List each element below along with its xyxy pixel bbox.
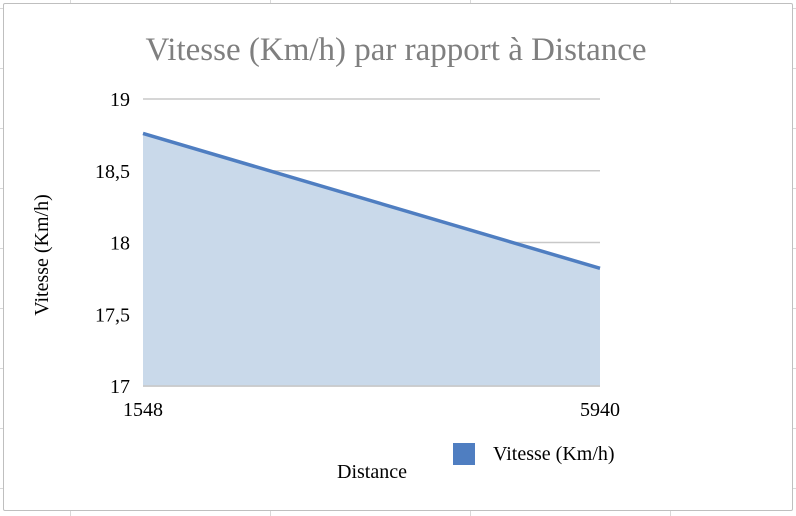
y-axis-ticks: 17 17,5 18 18,5 19: [95, 89, 130, 398]
series-area-fill: [143, 133, 600, 386]
legend-swatch: [453, 443, 475, 465]
x-tick-label: 1548: [123, 399, 163, 421]
x-axis-ticks: 1548 5940: [123, 399, 620, 421]
y-tick-label: 17,5: [95, 304, 130, 326]
legend-label: Vitesse (Km/h): [493, 443, 615, 465]
y-tick-label: 19: [110, 89, 130, 111]
y-tick-label: 18,5: [95, 161, 130, 183]
series-line: [142, 131, 601, 271]
chart-title: Vitesse (Km/h) par rapport à Distance: [145, 32, 646, 68]
y-tick-label: 17: [110, 376, 130, 398]
x-tick-label: 5940: [580, 399, 620, 421]
y-axis-label: Vitesse (Km/h): [31, 194, 53, 316]
y-tick-label: 18: [110, 233, 130, 255]
x-axis-label: Distance: [337, 461, 407, 483]
